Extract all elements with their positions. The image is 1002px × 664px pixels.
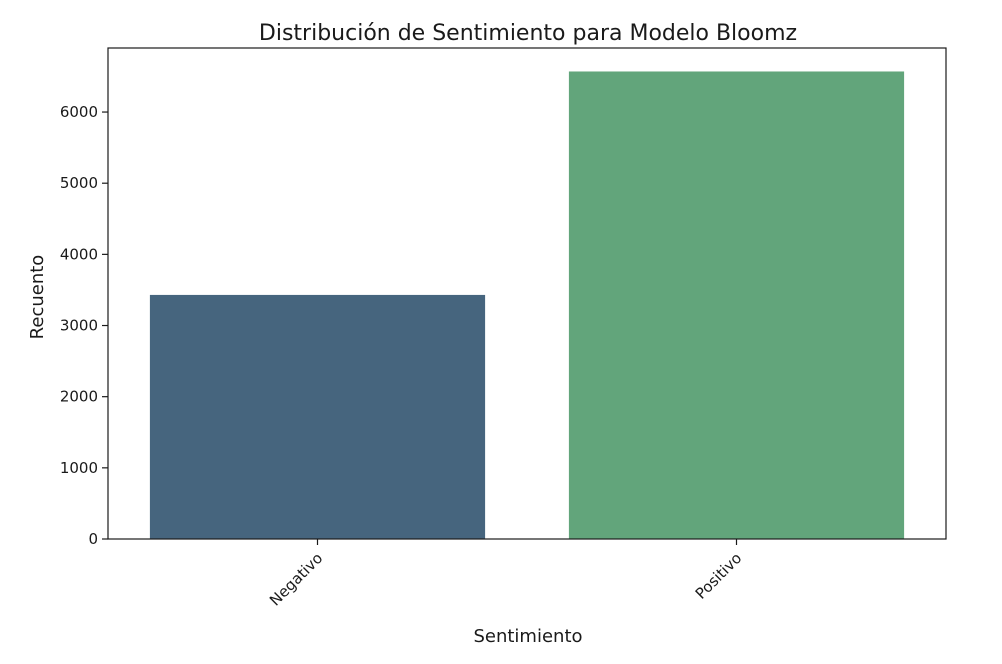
bar-negativo xyxy=(149,294,486,539)
y-tick-label: 3000 xyxy=(60,317,98,335)
plot-frame xyxy=(107,47,947,540)
y-tick-label: 6000 xyxy=(60,103,98,121)
y-axis: 0 1000 2000 3000 4000 5000 6000 xyxy=(60,103,108,548)
plot-area xyxy=(149,71,905,539)
bar-positivo xyxy=(568,71,905,539)
y-tick-label: 4000 xyxy=(60,245,98,263)
y-axis-label: Recuento xyxy=(27,255,48,340)
y-tick-label: 2000 xyxy=(60,388,98,406)
chart-title: Distribución de Sentimiento para Modelo … xyxy=(259,21,797,46)
x-tick-label: Negativo xyxy=(266,549,326,609)
x-axis-label: Sentimiento xyxy=(473,626,582,647)
y-tick-label: 5000 xyxy=(60,174,98,192)
y-tick-label: 0 xyxy=(88,530,98,548)
x-tick-label: Positivo xyxy=(692,549,746,603)
x-axis: Negativo Positivo xyxy=(266,539,745,609)
y-tick-label: 1000 xyxy=(60,459,98,477)
